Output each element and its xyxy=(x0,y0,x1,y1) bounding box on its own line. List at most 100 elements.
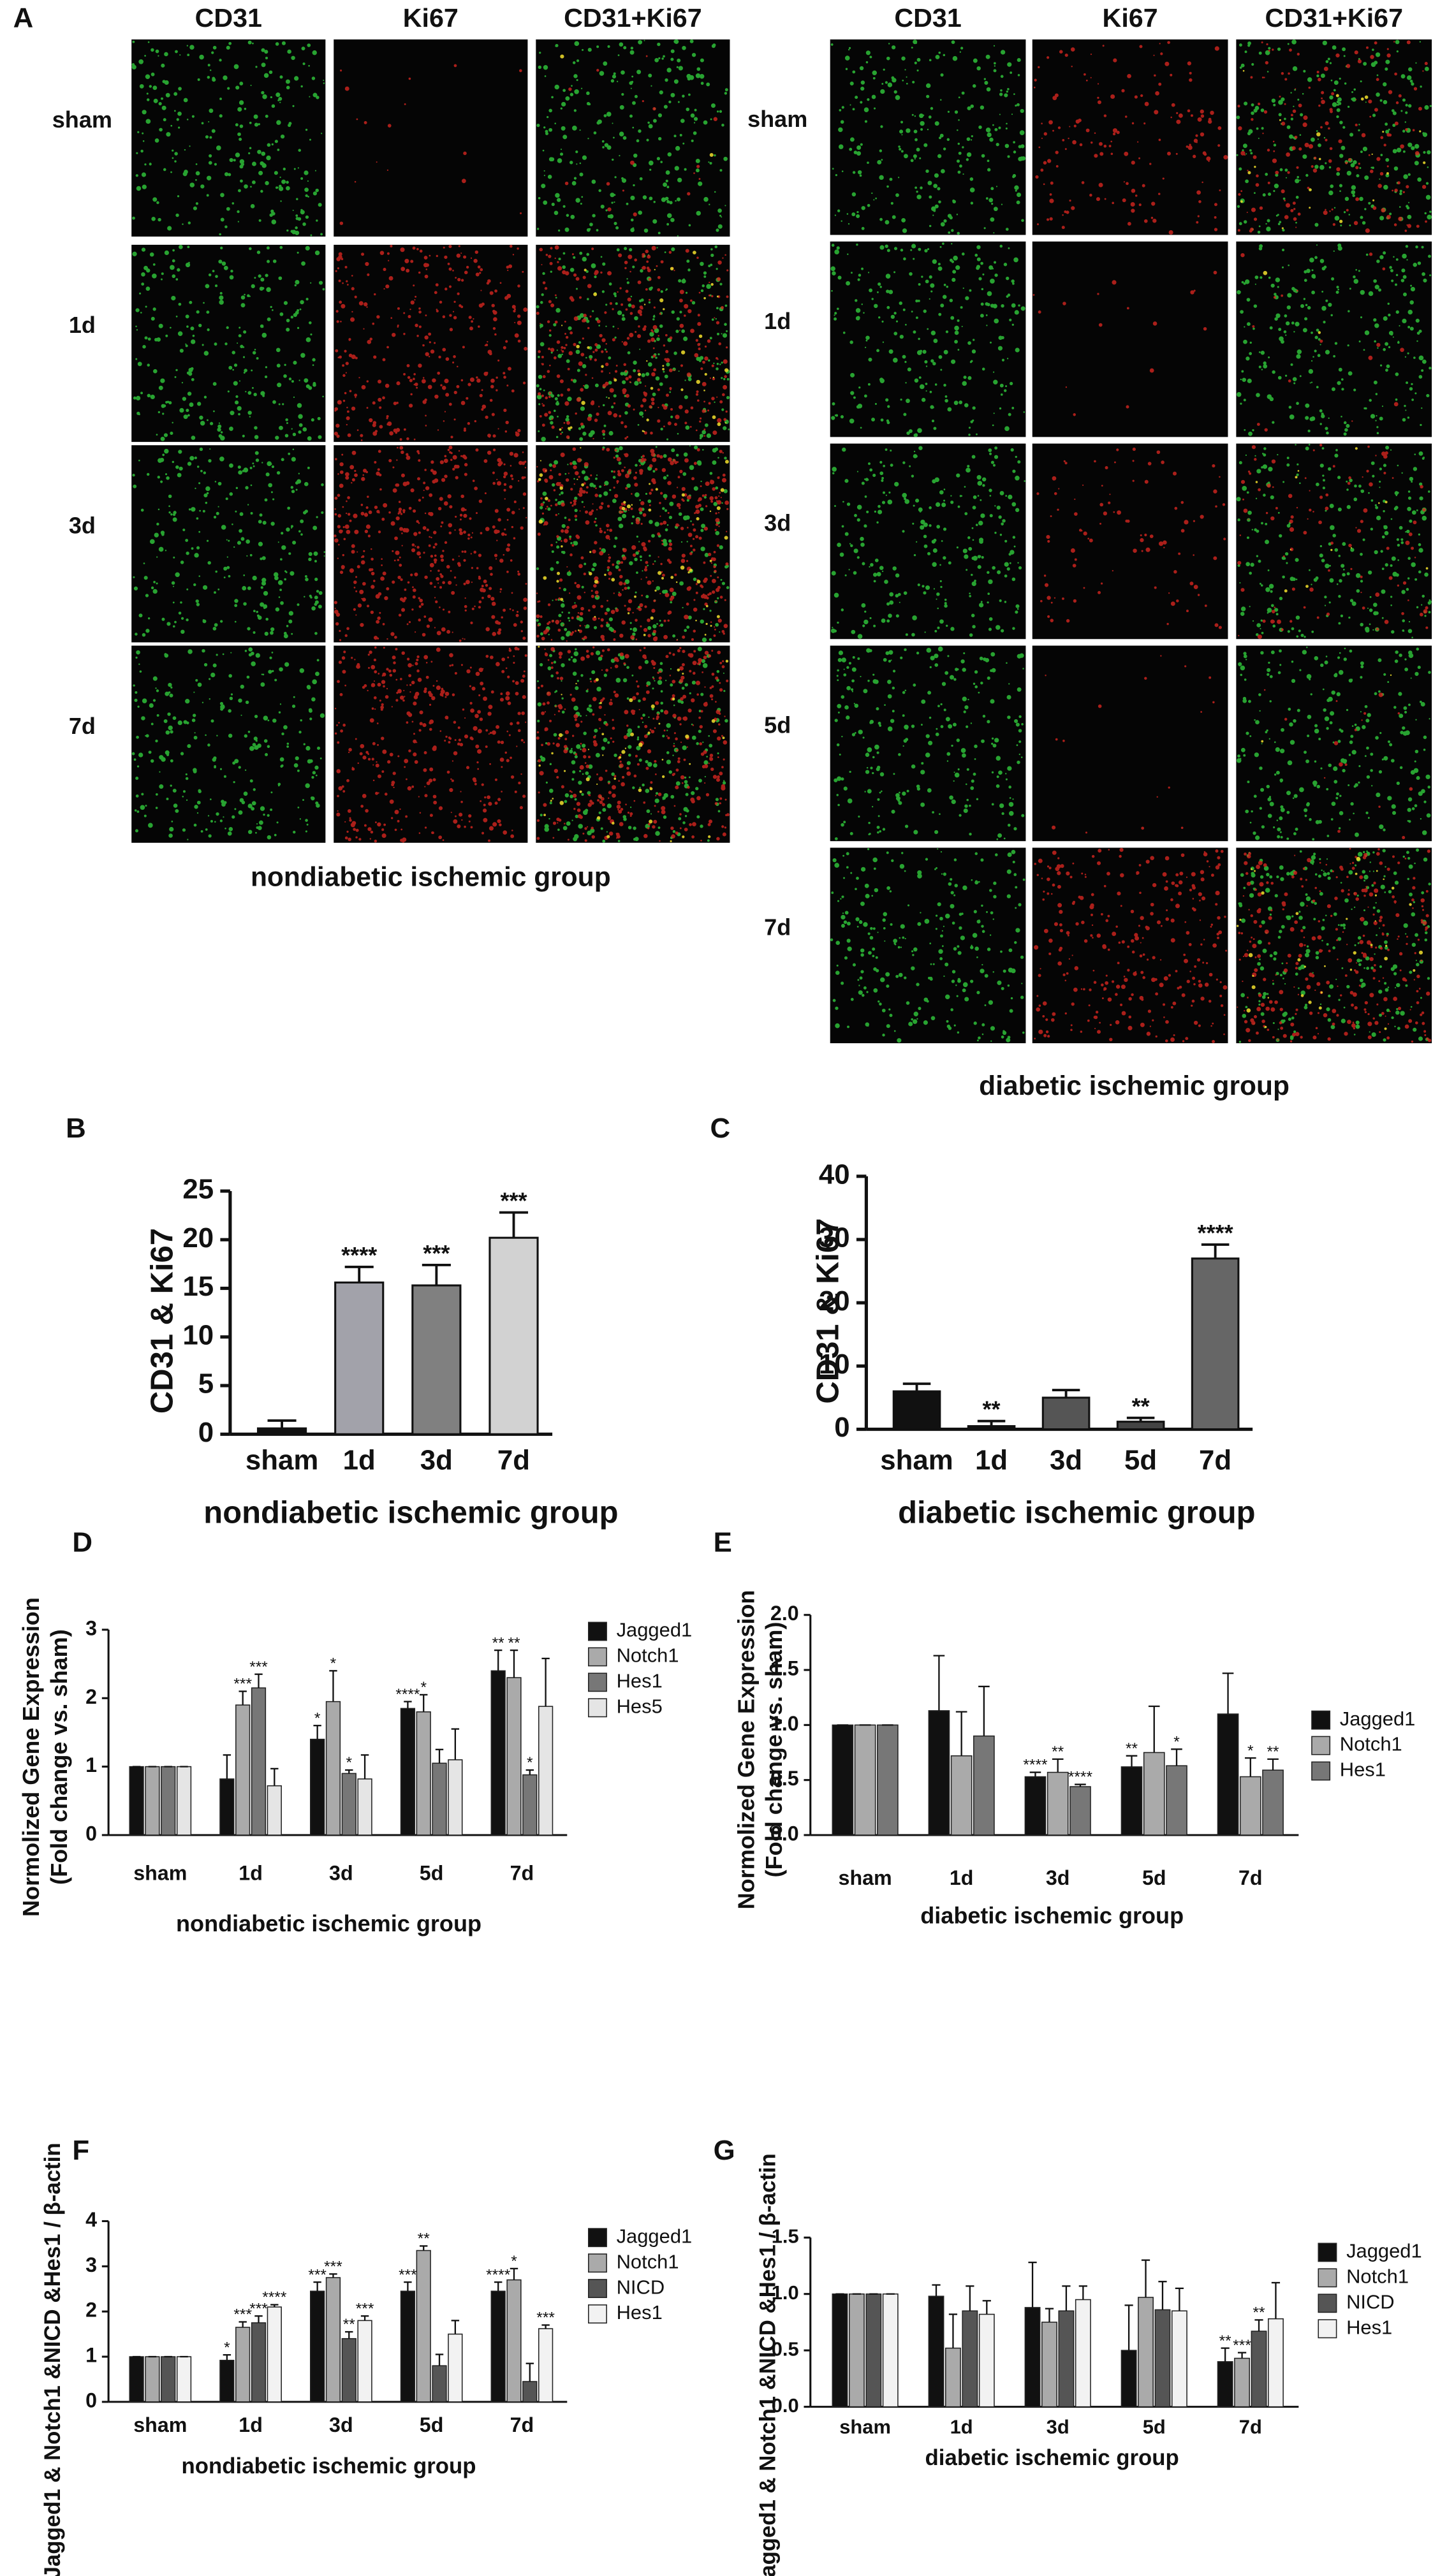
micrograph xyxy=(334,445,528,643)
ki67-signal xyxy=(536,447,730,642)
column-header: CD31 xyxy=(894,3,961,33)
y-tick-label: 1 xyxy=(85,1753,97,1776)
legend-swatch xyxy=(588,1621,607,1641)
bar xyxy=(161,2356,176,2403)
legend-swatch xyxy=(588,2228,607,2248)
x-tick-label: 3d xyxy=(329,1861,353,1884)
y-tick-label: 15 xyxy=(182,1271,214,1302)
panel-label: D xyxy=(72,1527,92,1558)
column-header: CD31 xyxy=(195,3,262,33)
cd31-signal xyxy=(536,39,728,237)
legend-swatch xyxy=(1311,1736,1331,1755)
x-tick-label: 1d xyxy=(950,1866,974,1889)
significance: ** xyxy=(1132,1393,1150,1419)
significance: ** xyxy=(1126,1740,1138,1757)
panel-label: G xyxy=(714,2135,735,2166)
bar xyxy=(865,2293,882,2408)
bar xyxy=(967,1425,1016,1431)
significance: *** xyxy=(308,2266,327,2283)
significance: *** xyxy=(233,1676,252,1693)
bar xyxy=(1251,2331,1267,2408)
x-tick-label: 5d xyxy=(1142,1866,1166,1889)
legend-swatch xyxy=(588,1672,607,1692)
x-tick-label: sham xyxy=(839,1866,892,1889)
bar xyxy=(161,1766,176,1836)
legend-label: Hes1 xyxy=(1346,2316,1392,2338)
x-tick-label: sham xyxy=(133,2413,187,2436)
micrograph xyxy=(1236,39,1432,235)
bar xyxy=(400,1708,416,1836)
x-axis-title: nondiabetic ischemic group xyxy=(203,1496,618,1530)
y-tick-label: 30 xyxy=(819,1222,850,1254)
ki67-signal xyxy=(1034,847,1228,1043)
ki67-signal xyxy=(334,244,528,441)
significance: ** xyxy=(983,1396,1001,1423)
bar xyxy=(538,1706,554,1836)
cd31-signal xyxy=(830,242,1025,437)
significance: * xyxy=(314,1709,321,1727)
bar xyxy=(432,2365,447,2403)
bar xyxy=(325,1701,341,1836)
significance: ** xyxy=(418,2230,430,2248)
y-tick-label: 0.5 xyxy=(770,1767,799,1790)
panel-label: E xyxy=(714,1527,732,1558)
y-tick-label: 1 xyxy=(85,2344,97,2367)
row-label: 1d xyxy=(69,312,96,338)
micrograph xyxy=(830,443,1026,640)
bar xyxy=(1171,2310,1187,2408)
y-tick-label: 2 xyxy=(85,2299,97,2322)
legend-swatch xyxy=(588,2253,607,2273)
legend-swatch xyxy=(1318,2268,1337,2288)
row-label: sham xyxy=(747,106,807,132)
bar xyxy=(341,2338,356,2403)
significance: * xyxy=(420,1679,427,1696)
y-tick-label: 0 xyxy=(834,1412,849,1443)
row-label: sham xyxy=(52,106,112,133)
bar xyxy=(928,1710,950,1836)
x-tick-label: 5d xyxy=(1124,1445,1157,1476)
micrograph xyxy=(1032,39,1228,235)
cd31-signal xyxy=(834,646,1025,840)
significance: ** xyxy=(1267,1743,1280,1760)
x-tick-label: 7d xyxy=(1199,1445,1231,1476)
cd31-signal xyxy=(131,40,325,237)
panel-label: A xyxy=(13,3,34,34)
micrograph xyxy=(830,241,1026,437)
legend-label: Hes5 xyxy=(617,1695,663,1717)
legend-label: Notch1 xyxy=(1346,2265,1409,2288)
significance: **** xyxy=(262,2289,287,2306)
y-axis-title: CD31 & Ki67 xyxy=(145,1228,180,1414)
micrograph xyxy=(131,445,326,643)
y-tick-label: 0.0 xyxy=(770,1822,799,1845)
micrograph xyxy=(1032,241,1228,437)
legend-swatch xyxy=(588,2279,607,2299)
micrograph xyxy=(1032,847,1228,1044)
significance: *** xyxy=(233,2306,252,2324)
bar xyxy=(1120,2350,1137,2408)
ki67-signal xyxy=(1237,847,1432,1043)
row-label: 3d xyxy=(69,513,96,539)
y-tick-label: 1.5 xyxy=(770,1657,799,1680)
panel-label: B xyxy=(66,1113,86,1144)
panel-label: C xyxy=(710,1113,731,1144)
bar xyxy=(1024,2307,1041,2408)
x-tick-label: sham xyxy=(880,1445,953,1476)
micrograph xyxy=(536,244,730,443)
bar xyxy=(490,2290,506,2403)
y-tick-label: 20 xyxy=(819,1285,850,1317)
bar xyxy=(522,2381,538,2403)
y-tick-label: 0.0 xyxy=(772,2394,799,2417)
micrograph xyxy=(536,445,730,643)
bar xyxy=(129,2356,144,2403)
x-tick-label: 3d xyxy=(1047,2415,1069,2438)
bar xyxy=(928,2295,944,2408)
significance: *** xyxy=(500,1188,527,1214)
legend-label: Notch1 xyxy=(617,2250,679,2272)
ki67-signal xyxy=(334,646,527,843)
bar xyxy=(892,1390,941,1431)
x-tick-label: 3d xyxy=(329,2413,353,2436)
bar xyxy=(489,1236,539,1435)
y-tick-label: 0 xyxy=(85,2389,97,2411)
significance: **** xyxy=(1198,1220,1233,1246)
